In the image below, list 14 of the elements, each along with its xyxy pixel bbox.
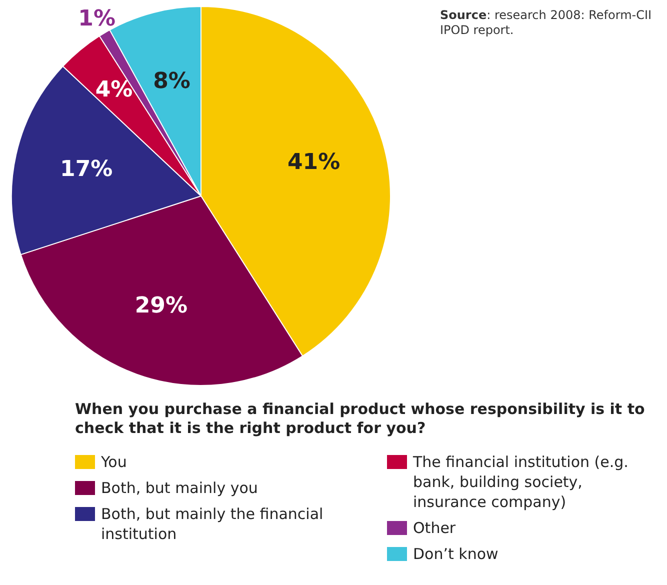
legend-label: Both, but mainly the financial institution (100, 504, 324, 544)
data-label: 1% (78, 6, 116, 32)
source-note: Source: research 2008: Reform-CII IPOD report. (440, 8, 653, 38)
data-label: 41% (287, 150, 340, 175)
data-label: 8% (153, 68, 190, 94)
legend-label: The financial institution (e.g. bank, building society, insurance company) (412, 452, 630, 512)
data-label: 29% (134, 293, 188, 318)
legend-label: You (100, 452, 128, 472)
legend-label: Don’t know (412, 544, 500, 564)
data-label: 4% (95, 78, 133, 103)
data-label: 17% (60, 157, 113, 182)
text: When you purchase a financial product whose responsibility is it to check that it is the right product for you? (75, 400, 646, 438)
legend-label: Other (412, 518, 457, 538)
legend-label: Both, but mainly you (100, 478, 259, 498)
